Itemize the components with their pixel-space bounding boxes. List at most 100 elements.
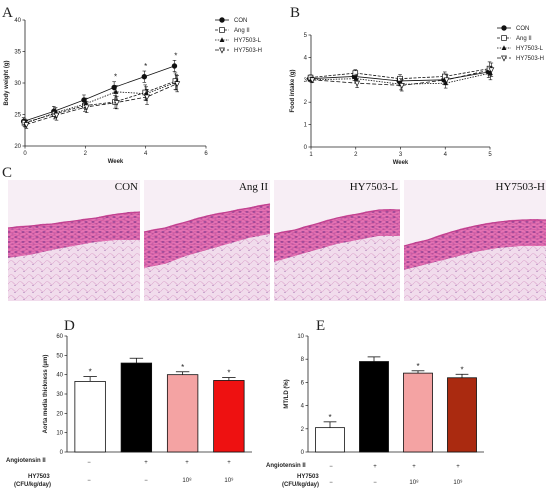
x-axis-label: Week bbox=[393, 160, 409, 166]
chart-d-aorta-media-thickness: 0 10 20 30 40 50 60 Aorta media thickness (μm) *… bbox=[43, 334, 252, 456]
legend-label-hy7503-h: HY7503-H bbox=[516, 56, 544, 62]
bar-group-hy7503-l: * bbox=[166, 363, 199, 453]
intima-edge bbox=[7, 211, 141, 229]
intima-edge bbox=[273, 209, 400, 235]
x-tick-label: 2 bbox=[354, 152, 358, 158]
ang-value-l-left: + bbox=[185, 460, 189, 466]
legend-label-hy7503-l: HY7503-L bbox=[234, 38, 262, 44]
smooth-muscle-nuclei bbox=[274, 209, 400, 262]
data-point bbox=[83, 104, 90, 111]
histology-tile-con bbox=[7, 180, 141, 301]
data-point bbox=[53, 112, 60, 119]
treatment-table-right: Angiotensin II HY7503 (CFU/kg/day) − + +… bbox=[266, 463, 463, 488]
adventitia-texture bbox=[8, 240, 140, 301]
data-point bbox=[111, 84, 117, 91]
legend-marker-hy7503-l bbox=[501, 45, 507, 50]
panel-letter-b: B bbox=[290, 5, 300, 21]
y-tick-label: 10 bbox=[297, 334, 304, 340]
adventitia-texture bbox=[404, 246, 546, 301]
significance-star: * bbox=[227, 369, 230, 378]
data-point bbox=[352, 70, 359, 76]
legend-label-con: CON bbox=[234, 18, 247, 24]
panel-letter-a: A bbox=[2, 5, 13, 21]
histology-label-hy7503-l: HY7503-L bbox=[350, 181, 399, 193]
significance-star: * bbox=[89, 368, 92, 377]
hy7503-row-label-right: HY7503 bbox=[297, 474, 319, 480]
histology-label-hy7503-h: HY7503-H bbox=[496, 181, 546, 193]
y-tick-label: 8 bbox=[301, 357, 305, 363]
bar-group-con: * bbox=[315, 413, 345, 453]
bar-con bbox=[315, 427, 345, 453]
y-axis-label: Body weight (g) bbox=[4, 61, 10, 106]
legend-label-hy7503-l: HY7503-L bbox=[516, 46, 544, 52]
series-hy7503-h bbox=[23, 75, 181, 129]
intima-edge bbox=[403, 219, 546, 247]
angiotensin-row-label-left: Angiotensin II bbox=[6, 458, 46, 464]
hy-value-con-left: − bbox=[87, 478, 91, 484]
y-tick-label: 0 bbox=[301, 450, 305, 456]
intima-edge bbox=[143, 203, 271, 233]
ang-value-con-left: − bbox=[87, 460, 91, 466]
data-point bbox=[398, 83, 405, 89]
data-point bbox=[23, 122, 30, 129]
y-tick-label: 30 bbox=[56, 392, 63, 398]
chart-a-body-weight: 20 25 30 35 40 0 2 4 6 Week Body weight (g) * * * CON A… bbox=[4, 17, 262, 165]
panel-letter-c: C bbox=[2, 165, 12, 181]
y-tick-label: 4 bbox=[301, 404, 305, 410]
legend-label-ang-ii: Ang II bbox=[234, 28, 250, 34]
y-tick-label: 4 bbox=[304, 55, 308, 61]
x-tick-label: 6 bbox=[204, 151, 208, 157]
panel-letter-d: D bbox=[64, 318, 75, 334]
data-point bbox=[443, 77, 450, 84]
x-tick-label: 3 bbox=[399, 152, 403, 158]
histology-label-ang-ii: Ang II bbox=[239, 181, 268, 193]
legend-marker-con bbox=[219, 17, 225, 23]
hy-value-angii-right: − bbox=[373, 480, 377, 486]
series-line-hy7503-h bbox=[26, 83, 178, 125]
bar-ang-ii bbox=[359, 361, 389, 453]
y-tick-label: 5 bbox=[304, 33, 308, 39]
bar-group-ang-ii bbox=[359, 356, 389, 453]
data-point bbox=[488, 70, 493, 76]
y-tick-label: 20 bbox=[56, 411, 63, 417]
histology-tile-hy7503-l bbox=[273, 180, 400, 301]
smooth-muscle-nuclei bbox=[144, 204, 270, 268]
adventitia-texture bbox=[144, 234, 270, 301]
y-tick-label: 3 bbox=[304, 78, 308, 84]
histology-panels: CON Ang II HY7503-L HY7503-H bbox=[7, 180, 546, 301]
bar-hy7503-l bbox=[403, 372, 433, 453]
series-con bbox=[20, 60, 178, 126]
data-point bbox=[174, 81, 181, 88]
bar-hy7503-h bbox=[213, 380, 245, 453]
data-point bbox=[443, 80, 449, 86]
x-tick-label: 0 bbox=[23, 151, 27, 157]
x-tick-label: 5 bbox=[488, 152, 492, 158]
y-tick-label: 25 bbox=[14, 113, 21, 119]
series-line-ang-ii bbox=[24, 80, 176, 124]
hy-value-h-left: 10⁹ bbox=[224, 477, 234, 484]
ang-value-angii-right: + bbox=[373, 464, 377, 470]
x-axis-label: Week bbox=[108, 159, 124, 165]
adventitia-texture bbox=[274, 236, 400, 301]
data-point bbox=[144, 94, 150, 101]
legend-marker-hy7503-l bbox=[219, 37, 225, 42]
hy-value-con-right: − bbox=[329, 480, 333, 486]
y-tick-label: 0 bbox=[304, 145, 308, 151]
series-hy7503-h bbox=[309, 62, 495, 92]
series-line-hy7503-h bbox=[312, 69, 492, 86]
significance-star: * bbox=[144, 62, 147, 71]
hy-value-l-left: 10⁸ bbox=[182, 477, 192, 484]
y-axis-label: Aorta media thickness (μm) bbox=[43, 355, 49, 434]
ang-value-h-left: + bbox=[227, 460, 231, 466]
histology-tile-hy7503-h bbox=[403, 180, 546, 301]
significance-star: * bbox=[114, 73, 117, 82]
y-tick-label: 10 bbox=[56, 431, 63, 437]
data-point bbox=[141, 73, 148, 80]
y-tick-label: 1 bbox=[304, 123, 308, 129]
y-tick-label: 35 bbox=[14, 50, 21, 56]
data-point bbox=[309, 77, 316, 84]
series-line-hy7503-l bbox=[25, 81, 177, 124]
ang-value-angii-left: + bbox=[144, 460, 148, 466]
